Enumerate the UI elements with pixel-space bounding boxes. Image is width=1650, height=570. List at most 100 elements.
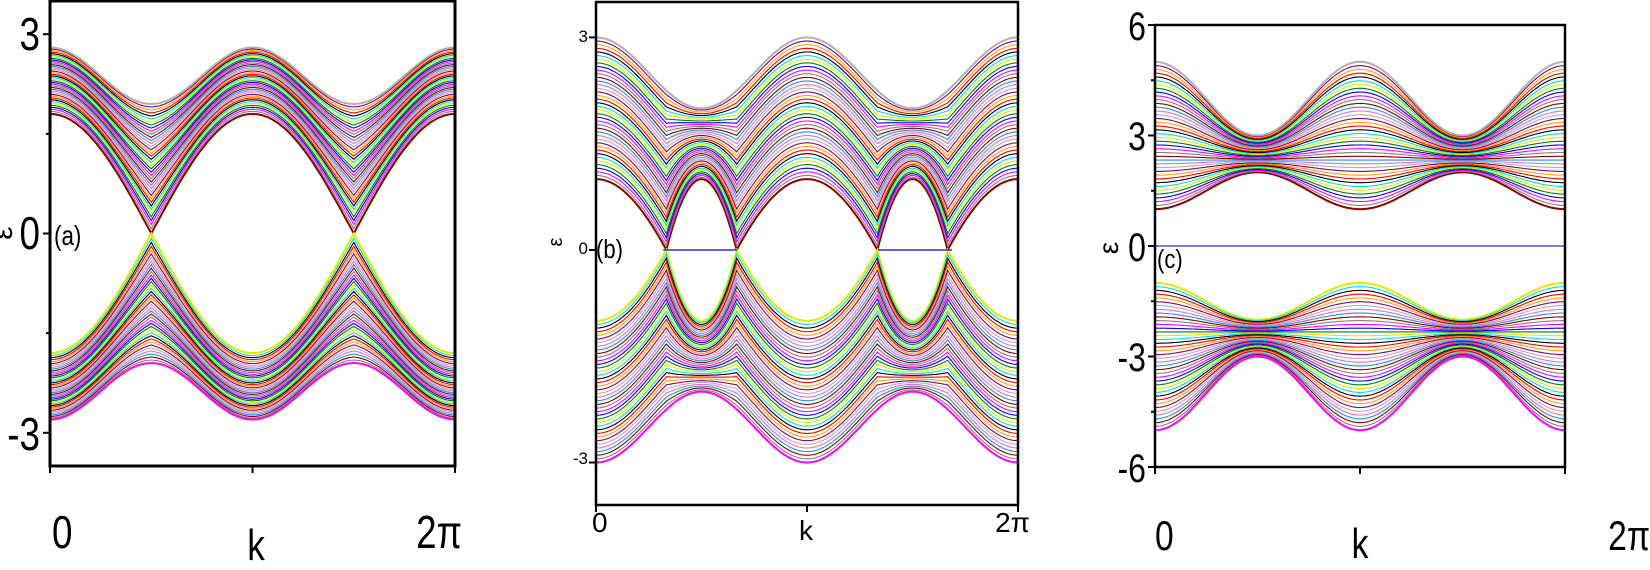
band-line-lower-32 xyxy=(49,341,456,410)
band-line-upper-39 xyxy=(50,46,455,106)
band-line-lower-6 xyxy=(1155,304,1565,326)
band-line-lower-12 xyxy=(596,297,1018,365)
band-line-lower-28 xyxy=(1155,345,1565,390)
band-line-lower-5 xyxy=(50,252,455,365)
band-line-lower-31 xyxy=(50,338,455,408)
band-line-upper-37 xyxy=(596,44,1018,113)
panel-b-label: (b) xyxy=(596,235,623,264)
band-line-lower-35 xyxy=(595,383,1019,449)
panel-a: 3 0 -3 ε (a) 0 k 2π xyxy=(0,0,462,570)
band-line-lower-18 xyxy=(1155,336,1565,352)
band-line-lower-20 xyxy=(50,303,455,391)
band-line-lower-29 xyxy=(1155,346,1565,393)
band-line-upper-14 xyxy=(50,86,455,183)
band-line-lower-32 xyxy=(595,378,1019,438)
band-line-upper-37 xyxy=(1155,68,1565,138)
band-line-upper-34 xyxy=(49,54,456,120)
band-line-lower-8 xyxy=(50,263,455,370)
band-line-lower-4 xyxy=(596,264,1018,336)
band-line-upper-2 xyxy=(49,108,456,226)
band-line-upper-19 xyxy=(596,109,1018,174)
band-line-lower-29 xyxy=(49,332,456,405)
band-line-upper-39 xyxy=(595,36,1019,110)
band-line-upper-11 xyxy=(50,92,455,193)
band-line-lower-23 xyxy=(49,313,456,395)
band-line-lower-19 xyxy=(50,300,455,389)
band-line-upper-11 xyxy=(1155,161,1565,169)
band-line-upper-24 xyxy=(1155,117,1565,151)
band-line-lower-34 xyxy=(49,347,456,413)
panel-b-ytick-neg3: -3 xyxy=(573,449,588,468)
band-line-upper-12 xyxy=(49,90,456,190)
band-line-lower-6 xyxy=(596,273,1018,344)
band-line-upper-16 xyxy=(1155,148,1565,158)
band-line-upper-10 xyxy=(1155,162,1565,172)
panel-a-ticks xyxy=(43,33,456,473)
band-line-upper-3 xyxy=(49,106,456,222)
band-line-lower-35 xyxy=(1154,352,1566,416)
band-line-lower-36 xyxy=(49,353,456,416)
panel-b-xtick-2pi: 2π xyxy=(995,507,1030,538)
band-line-upper-35 xyxy=(596,51,1018,117)
band-line-lower-37 xyxy=(596,387,1018,456)
band-line-lower-7 xyxy=(1155,308,1565,327)
panel-a-ytick-3: 3 xyxy=(20,8,40,60)
band-line-upper-32 xyxy=(596,62,1018,122)
band-line-lower-28 xyxy=(49,328,456,403)
band-line-upper-1 xyxy=(50,110,455,230)
band-line-lower-29 xyxy=(595,367,1019,427)
band-line-upper-26 xyxy=(596,84,1018,145)
band-line-upper-22 xyxy=(49,73,456,157)
band-line-lower-26 xyxy=(595,355,1019,416)
band-line-upper-20 xyxy=(50,76,455,164)
band-line-lower-4 xyxy=(1154,297,1566,324)
band-line-lower-37 xyxy=(1155,354,1565,424)
band-line-upper-35 xyxy=(50,53,455,117)
panel-c-label: (c) xyxy=(1157,245,1183,274)
band-line-upper-8 xyxy=(1155,164,1565,180)
band-line-upper-13 xyxy=(596,131,1018,198)
band-line-lower-38 xyxy=(49,359,456,419)
band-line-lower-36 xyxy=(595,385,1019,453)
band-line-upper-25 xyxy=(1155,114,1565,150)
band-line-upper-20 xyxy=(1155,133,1565,154)
band-line-lower-5 xyxy=(1155,301,1565,325)
band-line-upper-24 xyxy=(49,70,456,151)
band-line-lower-21 xyxy=(1155,338,1565,363)
band-line-upper-16 xyxy=(596,120,1018,186)
band-line-lower-31 xyxy=(596,376,1018,434)
band-line-upper-18 xyxy=(595,113,1019,178)
band-line-lower-27 xyxy=(49,325,456,402)
panel-b: 3 0 -3 ε (b) 0 k 2π xyxy=(545,0,1030,546)
band-line-lower-2 xyxy=(595,256,1019,329)
band-line-upper-5 xyxy=(595,160,1019,231)
band-line-upper-7 xyxy=(1155,165,1565,184)
band-line-upper-24 xyxy=(595,91,1019,153)
band-line-upper-23 xyxy=(596,95,1018,157)
panel-a-xtick-2pi: 2π xyxy=(416,506,462,558)
band-line-upper-39 xyxy=(1154,60,1566,137)
band-line-lower-2 xyxy=(49,241,456,359)
panel-b-curves xyxy=(595,36,1019,464)
panel-a-ytick-0: 0 xyxy=(20,207,40,259)
band-line-lower-2 xyxy=(1155,289,1565,323)
band-line-lower-23 xyxy=(1155,340,1565,371)
panel-b-ytick-3: 3 xyxy=(579,27,588,46)
band-line-upper-10 xyxy=(49,93,456,197)
band-line-lower-9 xyxy=(596,285,1018,355)
band-line-lower-25 xyxy=(596,351,1018,413)
band-line-upper-26 xyxy=(1154,110,1566,149)
band-line-upper-3 xyxy=(595,167,1019,240)
band-line-lower-23 xyxy=(595,343,1019,405)
band-line-lower-1 xyxy=(1155,286,1565,322)
band-line-lower-26 xyxy=(50,322,455,400)
band-line-lower-10 xyxy=(596,289,1018,358)
band-line-lower-39 xyxy=(50,361,455,421)
band-line-upper-32 xyxy=(1155,87,1565,143)
band-line-lower-7 xyxy=(50,260,455,368)
panel-b-xlabel: k xyxy=(799,515,814,546)
band-line-lower-21 xyxy=(595,334,1019,398)
band-line-lower-13 xyxy=(596,301,1018,369)
panel-c-xtick-2pi: 2π xyxy=(1608,514,1650,560)
band-line-lower-1 xyxy=(596,252,1018,325)
